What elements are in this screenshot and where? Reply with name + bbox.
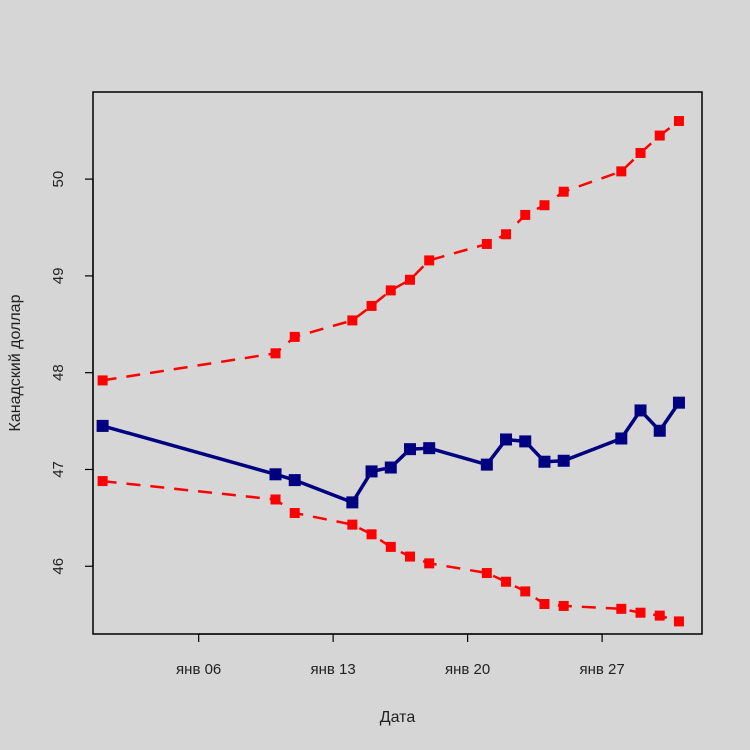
data-point-upper	[654, 130, 665, 141]
data-point-main	[269, 468, 282, 481]
data-point-lower	[539, 598, 550, 609]
series-lower	[97, 476, 684, 627]
data-point-upper	[385, 285, 396, 296]
data-point-main	[96, 419, 109, 432]
data-point-main	[519, 435, 532, 448]
data-point-upper	[558, 186, 569, 197]
data-point-upper	[404, 274, 415, 285]
series-layer	[96, 116, 685, 627]
data-point-main	[557, 454, 570, 467]
x-tick-label: янв 06	[176, 661, 221, 678]
data-point-upper	[635, 147, 646, 158]
data-point-upper	[366, 300, 377, 311]
data-point-lower	[366, 529, 377, 540]
data-point-upper	[616, 166, 627, 177]
data-point-main	[538, 455, 551, 468]
y-tick-label: 49	[50, 268, 67, 285]
y-tick-label: 50	[50, 171, 67, 188]
series-upper	[97, 116, 684, 386]
data-point-upper	[424, 255, 435, 266]
data-point-upper	[501, 229, 512, 240]
y-tick-label: 46	[50, 558, 67, 575]
data-point-upper	[520, 209, 531, 220]
data-point-main	[653, 424, 666, 437]
x-tick-label: янв 27	[579, 661, 624, 678]
plot-frame	[92, 91, 703, 635]
data-point-main	[500, 433, 513, 446]
data-point-upper	[97, 375, 108, 386]
data-point-upper	[270, 348, 281, 359]
data-point-lower	[635, 607, 646, 618]
x-axis: янв 06 янв 13 янв 20 янв 27	[176, 633, 625, 678]
x-axis-title: Дата	[380, 709, 416, 726]
data-point-lower	[270, 494, 281, 505]
data-point-lower	[424, 558, 435, 569]
data-point-main	[672, 396, 685, 409]
data-point-upper	[539, 200, 550, 211]
y-tick-label: 47	[50, 461, 67, 478]
series-line-upper	[102, 120, 680, 382]
y-tick-label: 48	[50, 364, 67, 381]
x-tick-label: янв 13	[311, 661, 356, 678]
data-point-lower	[385, 541, 396, 552]
data-point-lower	[404, 551, 415, 562]
data-point-main	[365, 465, 378, 478]
data-point-lower	[97, 476, 108, 487]
series-line-main	[102, 401, 681, 505]
data-point-lower	[520, 586, 531, 597]
data-point-main	[346, 496, 359, 509]
data-point-upper	[347, 315, 358, 326]
data-point-main	[634, 404, 647, 417]
data-point-main	[403, 443, 416, 456]
data-point-lower	[347, 519, 358, 530]
y-axis-title: Канадский доллар	[7, 294, 24, 431]
data-point-main	[384, 461, 397, 474]
data-point-upper	[289, 331, 300, 342]
data-point-upper	[673, 116, 684, 127]
data-point-main	[615, 432, 628, 445]
data-point-main	[288, 474, 301, 487]
data-point-lower	[481, 568, 492, 579]
data-point-lower	[501, 576, 512, 587]
data-point-lower	[558, 600, 569, 611]
data-point-main	[423, 442, 436, 455]
data-point-lower	[289, 508, 300, 519]
x-tick-label: янв 20	[445, 661, 490, 678]
data-point-lower	[616, 603, 627, 614]
data-point-upper	[481, 238, 492, 249]
y-axis: 46 47 48 49 50	[50, 171, 94, 575]
series-main	[96, 396, 685, 509]
data-point-lower	[654, 610, 665, 621]
data-point-main	[480, 458, 493, 471]
data-point-lower	[673, 616, 684, 627]
